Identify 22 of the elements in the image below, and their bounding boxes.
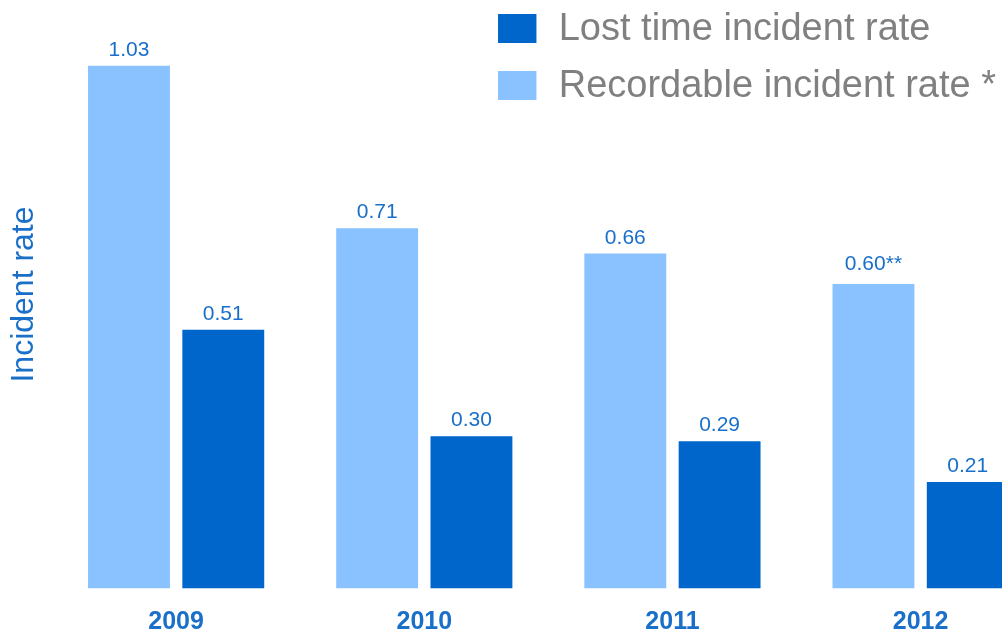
x-tick-label: 2012 [892, 605, 949, 631]
bar [88, 65, 170, 589]
bar [678, 441, 761, 589]
bar [336, 228, 419, 589]
legend-label: Recordable incident rate * [558, 63, 996, 106]
x-tick-label: 2009 [148, 605, 204, 631]
bar [832, 284, 915, 589]
data-label: 1.03 [108, 36, 150, 60]
bar [584, 253, 667, 589]
y-axis-title: Incident rate [3, 206, 40, 383]
x-tick-label: 2011 [645, 605, 700, 631]
data-label: 0.60** [844, 251, 903, 275]
bar [430, 436, 513, 589]
x-tick-label: 2010 [396, 605, 453, 631]
bar [182, 329, 265, 589]
data-label: 0.29 [699, 412, 741, 436]
data-label: 0.51 [202, 300, 244, 324]
data-label: 0.71 [356, 199, 398, 223]
data-label: 0.21 [947, 452, 989, 476]
data-label: 0.30 [451, 407, 492, 431]
data-label: 0.66 [604, 224, 646, 248]
legend-label: Lost time incident rate [558, 6, 931, 49]
